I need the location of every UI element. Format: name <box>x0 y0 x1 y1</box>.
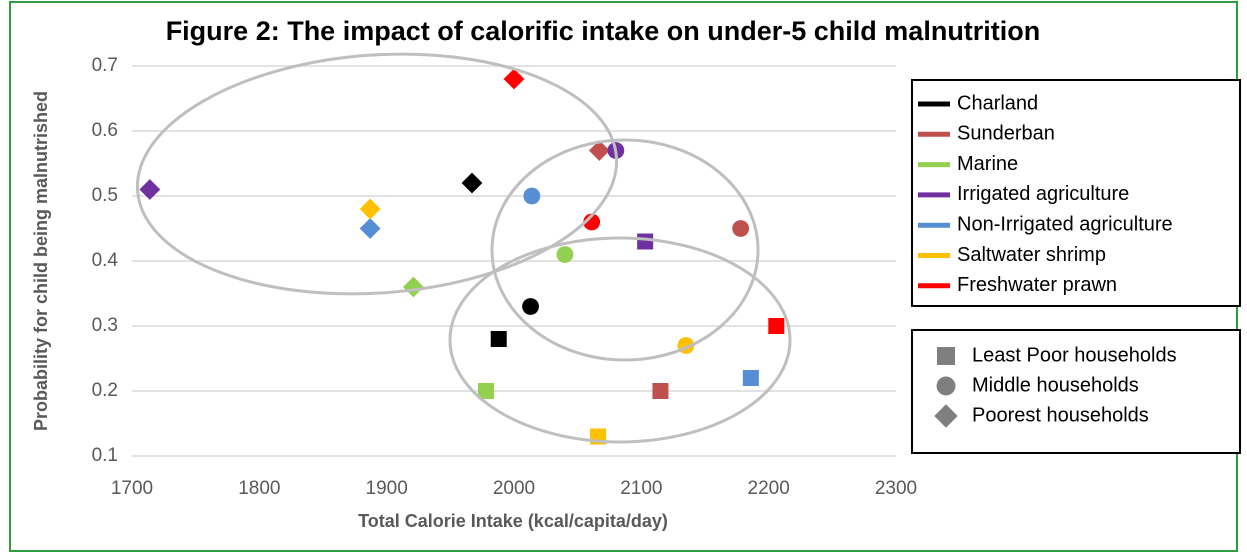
x-tick-label: 1900 <box>366 478 408 499</box>
y-axis-label: Probability for child being malnutrished <box>31 91 51 431</box>
marker-diamond <box>588 140 610 161</box>
x-axis-label: Total Calorie Intake (kcal/capita/day) <box>358 511 668 531</box>
marker-circle <box>522 298 539 315</box>
y-tick-label: 0.4 <box>92 250 119 271</box>
x-tick-label: 2300 <box>875 478 917 499</box>
marker-square <box>490 331 507 347</box>
x-tick-label: 2100 <box>620 478 662 499</box>
cluster-ellipse <box>135 52 619 296</box>
marker-square <box>652 383 669 399</box>
chart-title: Figure 2: The impact of calorific intake… <box>166 16 1041 46</box>
marker-diamond <box>139 179 161 200</box>
marker-square <box>937 347 955 365</box>
legend-label: Marine <box>957 153 1018 175</box>
y-tick-label: 0.2 <box>92 380 118 401</box>
cluster-ellipses <box>135 52 792 444</box>
marker-diamond <box>934 404 958 428</box>
marker-diamond <box>403 276 424 298</box>
marker-diamond <box>359 198 381 220</box>
marker-square <box>637 233 654 250</box>
y-tick-label: 0.1 <box>92 445 118 466</box>
group-legend-label: Least Poor households <box>972 344 1177 366</box>
marker-diamond <box>461 172 483 194</box>
marker-circle <box>523 187 541 205</box>
legend-label: Sunderban <box>957 123 1055 145</box>
marker-circle <box>732 220 750 237</box>
y-tick-label: 0.5 <box>92 185 118 206</box>
marker-square <box>768 318 785 334</box>
y-tick-label: 0.6 <box>92 120 118 141</box>
legend-label: Charland <box>957 92 1038 114</box>
group-legend <box>911 329 1241 454</box>
legend <box>911 79 1241 307</box>
marker-diamond <box>503 68 525 90</box>
group-legend-label: Middle households <box>972 374 1139 396</box>
x-tick-label: 2200 <box>748 478 790 499</box>
group-legend-label: Poorest households <box>972 404 1149 426</box>
legend-label: Freshwater prawn <box>957 274 1117 296</box>
cluster-ellipse <box>448 236 792 444</box>
marker-circle <box>936 376 956 396</box>
x-tick-label: 2000 <box>493 478 535 499</box>
marker-circle <box>583 213 601 231</box>
marker-diamond <box>359 218 381 239</box>
y-tick-label: 0.7 <box>92 55 118 76</box>
marker-circle <box>556 246 574 263</box>
cluster-ellipse <box>490 138 760 362</box>
y-tick-label: 0.3 <box>92 315 118 336</box>
marker-square <box>742 370 759 386</box>
marker-square <box>477 383 494 399</box>
legend-label: Irrigated agriculture <box>957 183 1129 205</box>
legend-label: Non-Irrigated agriculture <box>957 213 1173 235</box>
x-tick-label: 1800 <box>238 478 280 499</box>
legend-label: Saltwater shrimp <box>957 244 1106 266</box>
x-tick-label: 1700 <box>111 478 153 499</box>
